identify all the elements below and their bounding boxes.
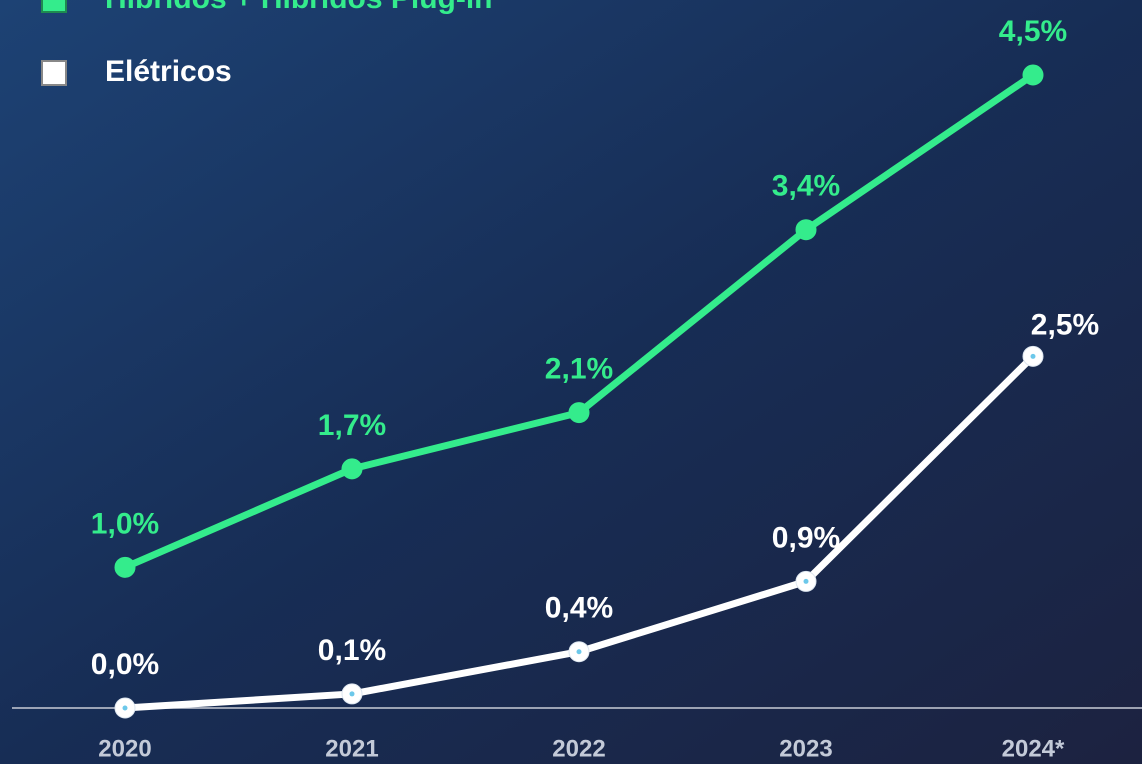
legend-swatch <box>41 60 67 86</box>
point-center <box>349 691 355 697</box>
x-tick-label: 2020 <box>98 735 151 762</box>
x-tick-label: 2021 <box>325 735 378 762</box>
legend-label: Híbridos + Híbridos Plug-in <box>105 0 493 15</box>
data-label: 1,0% <box>91 507 159 540</box>
x-tick-label: 2022 <box>552 735 605 762</box>
point <box>341 458 363 480</box>
data-label: 2,5% <box>1031 308 1099 341</box>
x-tick-label: 2024* <box>1002 735 1065 762</box>
data-label: 1,7% <box>318 409 386 442</box>
point-center <box>122 705 128 711</box>
data-label: 0,0% <box>91 648 159 681</box>
x-tick-label: 2023 <box>779 735 832 762</box>
point <box>114 556 136 578</box>
point-center <box>803 578 809 584</box>
legend-label: Elétricos <box>105 55 232 88</box>
point <box>795 219 817 241</box>
point-center <box>1030 353 1036 359</box>
point <box>568 402 590 424</box>
data-label: 0,1% <box>318 634 386 667</box>
point <box>1022 64 1044 86</box>
data-label: 3,4% <box>772 170 840 203</box>
point-center <box>576 649 582 655</box>
data-label: 0,9% <box>772 521 840 554</box>
data-label: 2,1% <box>545 353 613 386</box>
data-label: 4,5% <box>999 15 1067 48</box>
legend-swatch <box>41 0 67 13</box>
data-label: 0,4% <box>545 592 613 625</box>
